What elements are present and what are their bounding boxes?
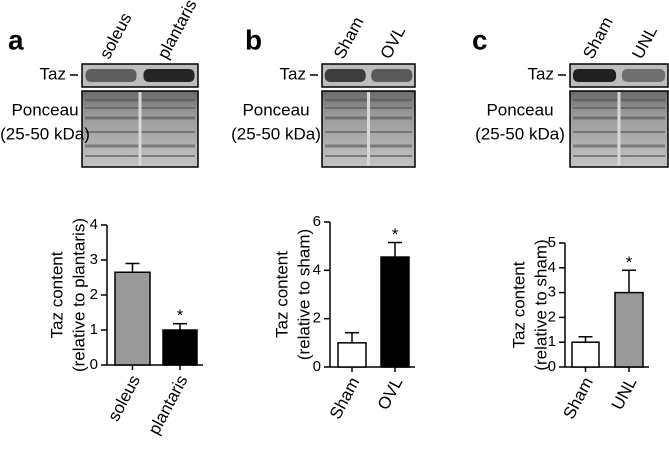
protein-label: Taz xyxy=(40,64,66,83)
y-tick-label: 2 xyxy=(90,286,98,303)
lane-label: soleus xyxy=(96,10,136,62)
x-tick-label: plantaris xyxy=(145,372,192,438)
y-tick-label: 2 xyxy=(313,310,321,327)
bar xyxy=(337,342,367,368)
lane-label: plantaris xyxy=(154,0,201,62)
stain-range: (25-50 kDa) xyxy=(475,124,565,143)
blot-band xyxy=(621,69,666,82)
lane-label: OVL xyxy=(376,23,409,62)
y-axis-label: Taz content xyxy=(47,251,66,338)
y-tick-label: 4 xyxy=(313,261,321,278)
bar xyxy=(571,341,600,368)
y-axis-label: Taz content xyxy=(509,261,528,348)
y-tick-label: 3 xyxy=(90,251,98,268)
bar xyxy=(162,329,198,366)
bar xyxy=(614,291,644,368)
x-tick-label: soleus xyxy=(104,372,144,424)
stain-label: Ponceau xyxy=(486,100,553,119)
lane-label: Sham xyxy=(579,14,617,62)
blot-band xyxy=(572,69,617,82)
y-tick-label: 0 xyxy=(548,358,556,375)
y-tick-label: 2 xyxy=(548,308,556,325)
significance: * xyxy=(626,253,633,272)
x-tick-label: Sham xyxy=(559,374,597,422)
blot-band xyxy=(143,69,195,82)
significance: * xyxy=(177,306,184,325)
y-axis-label: (relative to sham) xyxy=(531,239,550,370)
lane-label: Sham xyxy=(330,14,368,62)
x-tick-label: Sham xyxy=(326,374,364,422)
stain-label: Ponceau xyxy=(242,100,309,119)
y-tick-label: 4 xyxy=(90,216,98,233)
y-tick-label: 5 xyxy=(548,234,556,251)
y-tick-label: 0 xyxy=(90,356,98,373)
y-tick-label: 3 xyxy=(548,284,556,301)
x-tick-label: UNL xyxy=(608,374,641,413)
panel-letter: a xyxy=(8,24,24,55)
y-axis-label: (relative to sham) xyxy=(294,229,313,360)
y-axis-label: (relative to plantaris) xyxy=(69,218,88,372)
x-tick-label: OVL xyxy=(374,374,407,413)
y-tick-label: 1 xyxy=(548,333,556,350)
panel-letter: c xyxy=(472,24,488,55)
blot-band xyxy=(324,69,366,82)
panel-letter: b xyxy=(245,24,262,55)
stain-range: (25-50 kDa) xyxy=(0,124,90,143)
y-tick-label: 1 xyxy=(90,321,98,338)
lane-label: UNL xyxy=(628,23,661,62)
y-axis-label: Taz content xyxy=(272,251,291,338)
y-tick-label: 0 xyxy=(313,358,321,375)
stain-range: (25-50 kDa) xyxy=(231,124,321,143)
stain-label: Ponceau xyxy=(11,100,78,119)
y-tick-label: 4 xyxy=(548,259,556,276)
bar xyxy=(114,271,151,366)
blot-band xyxy=(371,69,413,82)
y-tick-label: 6 xyxy=(313,213,321,230)
bar xyxy=(380,256,410,368)
significance: * xyxy=(392,225,399,244)
protein-label: Taz xyxy=(528,64,554,83)
blot-band xyxy=(85,69,137,82)
protein-label: Taz xyxy=(280,64,306,83)
